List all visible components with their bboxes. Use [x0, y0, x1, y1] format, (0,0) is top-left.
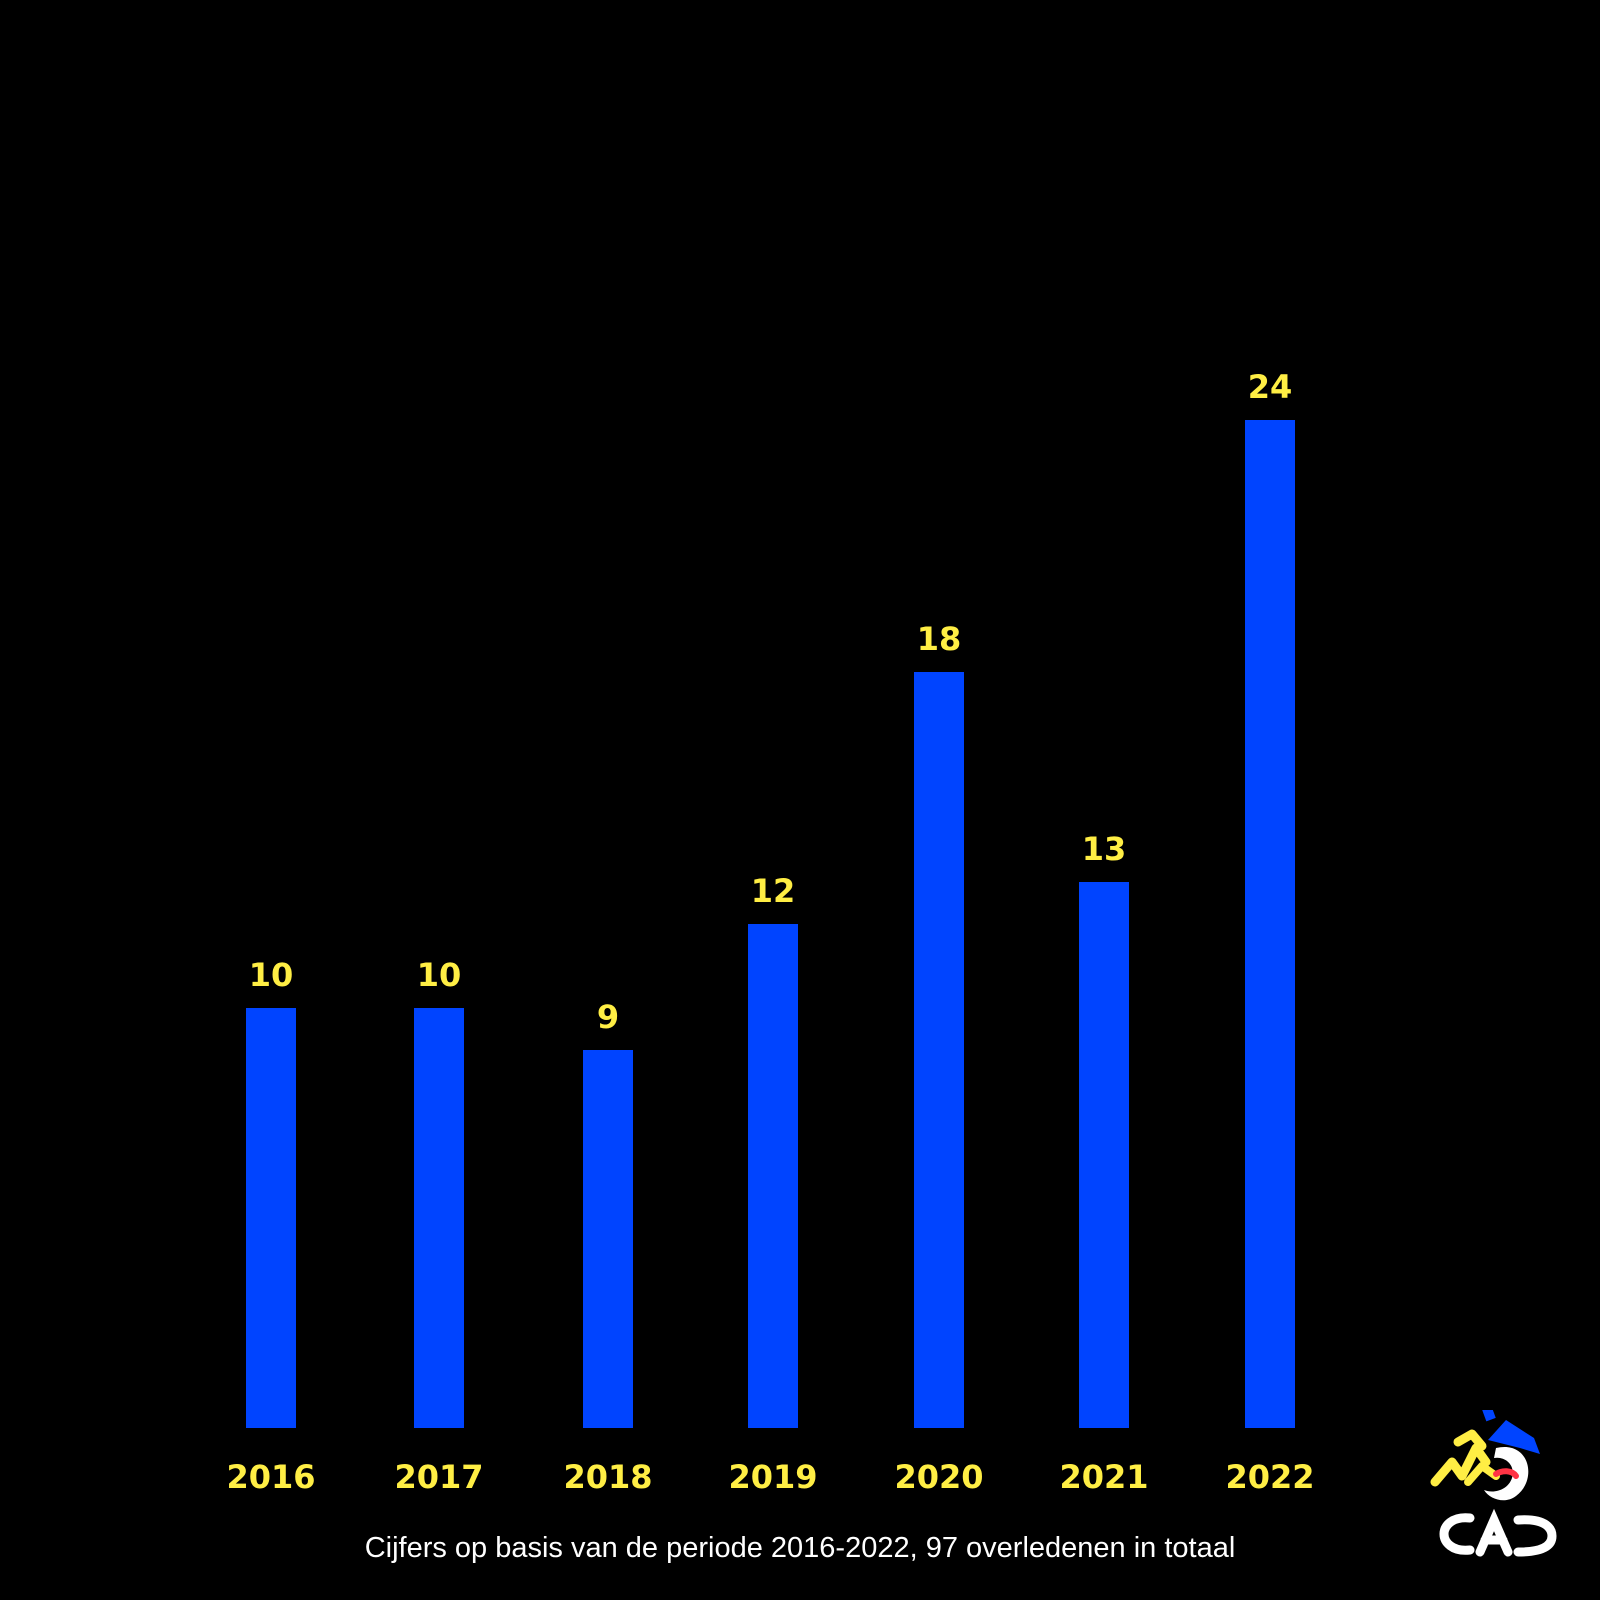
category-label-2020: 2020 — [894, 1458, 983, 1496]
bar-2020 — [914, 672, 964, 1428]
cad-logo — [1430, 1410, 1557, 1557]
category-label-2018: 2018 — [563, 1458, 652, 1496]
category-label-2019: 2019 — [728, 1458, 817, 1496]
bar-2021 — [1079, 882, 1129, 1428]
bars-group — [246, 420, 1295, 1428]
bar-2022 — [1245, 420, 1295, 1428]
category-label-2021: 2021 — [1059, 1458, 1148, 1496]
runner-icon — [1430, 1429, 1500, 1487]
value-labels-group: 10 10 9 12 18 13 24 — [249, 368, 1293, 1036]
category-label-2022: 2022 — [1225, 1458, 1314, 1496]
bar-2018 — [583, 1050, 633, 1428]
value-label-2019: 12 — [751, 872, 796, 910]
category-labels-group: 2016 2017 2018 2019 2020 2021 2022 — [226, 1458, 1314, 1496]
value-label-2021: 13 — [1082, 830, 1127, 868]
head-icon — [1482, 1410, 1540, 1501]
category-label-2017: 2017 — [394, 1458, 483, 1496]
value-label-2017: 10 — [417, 956, 462, 994]
value-label-2016: 10 — [249, 956, 294, 994]
value-label-2018: 9 — [597, 998, 619, 1036]
cad-wordmark — [1439, 1508, 1557, 1557]
bar-2017 — [414, 1008, 464, 1428]
chart-caption: Cijfers op basis van de periode 2016-202… — [364, 1532, 1236, 1564]
bar-2019 — [748, 924, 798, 1428]
value-label-2020: 18 — [917, 620, 962, 658]
category-label-2016: 2016 — [226, 1458, 315, 1496]
bar-2016 — [246, 1008, 296, 1428]
value-label-2022: 24 — [1248, 368, 1293, 406]
